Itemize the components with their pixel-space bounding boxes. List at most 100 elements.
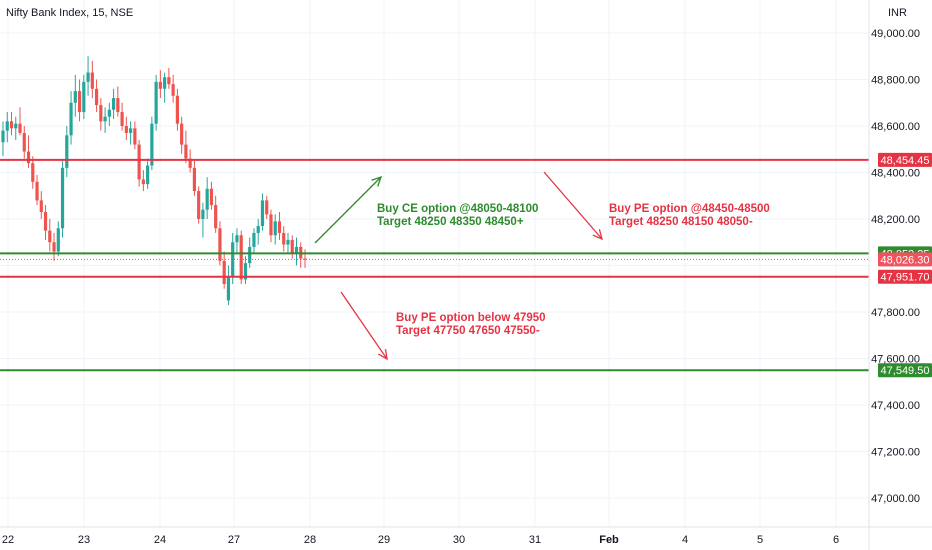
candle — [94, 79, 99, 113]
time-axis[interactable]: 22 23 24 27 28 29 30 31 Feb 4 5 6 — [2, 534, 839, 546]
candle-body — [303, 258, 307, 260]
x-tick-label: 27 — [228, 534, 240, 546]
candle — [214, 195, 218, 233]
candle — [18, 107, 22, 136]
candle-body — [282, 232, 286, 245]
annotation-line: Buy PE option below 47950 — [396, 312, 546, 324]
candle — [180, 116, 184, 154]
candle — [273, 214, 277, 245]
candle-body — [26, 151, 31, 164]
price-tag-label: 47,549.50 — [881, 365, 930, 377]
y-tick-label: 48,600.00 — [871, 121, 920, 133]
candle — [235, 228, 239, 254]
candle — [265, 195, 269, 219]
candle — [175, 88, 179, 131]
candle-body — [248, 246, 252, 264]
candle-body — [192, 167, 197, 192]
candle-body — [5, 121, 9, 131]
candle-body — [120, 112, 124, 126]
candle — [282, 225, 286, 252]
candle — [243, 256, 248, 285]
candle-body — [35, 181, 39, 201]
candle-body — [31, 163, 35, 182]
candle-body — [94, 88, 99, 106]
candle — [5, 112, 9, 143]
candle-body — [260, 200, 265, 226]
candle — [163, 72, 167, 103]
candle — [277, 212, 282, 240]
candle-body — [167, 77, 171, 85]
candle-body — [22, 132, 26, 152]
candle-body — [269, 214, 273, 236]
candle — [146, 158, 150, 189]
candle — [141, 170, 145, 192]
candle-body — [184, 144, 188, 159]
candle — [294, 237, 299, 266]
candle-body — [209, 188, 214, 206]
candle — [14, 116, 18, 140]
annotation-line: Buy CE option @48050-48100 — [377, 203, 538, 215]
candles — [1, 56, 307, 306]
candle-body — [265, 200, 269, 215]
candle — [65, 126, 69, 178]
x-tick-label: 22 — [2, 534, 14, 546]
candle — [150, 116, 154, 171]
candle-body — [175, 95, 179, 124]
grid — [0, 0, 869, 527]
candle — [124, 116, 128, 140]
arrow-shaft — [314, 176, 382, 244]
candle — [218, 221, 222, 266]
price-tag-bg — [878, 152, 932, 167]
candle — [158, 70, 162, 99]
candle-body — [201, 209, 205, 219]
candle-body — [231, 242, 235, 278]
candle-body — [214, 205, 218, 229]
candle-body — [137, 144, 141, 180]
candle — [52, 232, 56, 261]
candle-body — [48, 230, 52, 243]
annotation-arrow — [340, 291, 388, 361]
candle — [239, 230, 243, 285]
candle — [69, 91, 73, 145]
candle-body — [286, 239, 290, 245]
x-tick-label: 6 — [833, 534, 839, 546]
x-tick-label: 5 — [757, 534, 763, 546]
candle — [201, 202, 205, 238]
candle-body — [277, 221, 282, 233]
y-tick-label: 49,000.00 — [871, 28, 920, 40]
candle — [133, 121, 137, 150]
candle-body — [99, 105, 103, 122]
candle-body — [146, 165, 150, 185]
candle — [107, 102, 111, 126]
candle — [192, 160, 197, 196]
x-tick-label: 28 — [304, 534, 316, 546]
candle — [35, 174, 39, 206]
candle — [269, 209, 273, 243]
candle — [120, 102, 124, 131]
candle-body — [239, 235, 243, 280]
price-tag-label: 47,951.70 — [881, 272, 930, 284]
candle — [82, 74, 86, 120]
candle-body — [171, 84, 175, 96]
candle-body — [222, 260, 226, 285]
candle — [111, 88, 116, 120]
y-tick-label: 47,400.00 — [871, 400, 920, 412]
arrow-head — [592, 229, 603, 241]
candle-body — [235, 235, 239, 243]
candle-body — [18, 123, 22, 133]
candle-body — [69, 102, 73, 136]
x-tick-label: 4 — [682, 534, 688, 546]
price-tag-label: 48,454.45 — [881, 155, 930, 167]
annotation-line: Target 48250 48350 48450+ — [377, 216, 524, 228]
candle-body — [218, 228, 222, 261]
candle — [48, 219, 52, 252]
candle-body — [188, 158, 192, 168]
candle — [90, 60, 94, 99]
annotation-arrow — [314, 175, 383, 244]
price-axis[interactable]: 47,000.00 47,200.00 47,400.00 47,600.00 47,8… — [871, 28, 920, 505]
candle-body — [197, 191, 201, 219]
y-tick-label: 47,000.00 — [871, 493, 920, 505]
candle-body — [180, 123, 184, 145]
y-tick-label: 48,400.00 — [871, 168, 920, 180]
